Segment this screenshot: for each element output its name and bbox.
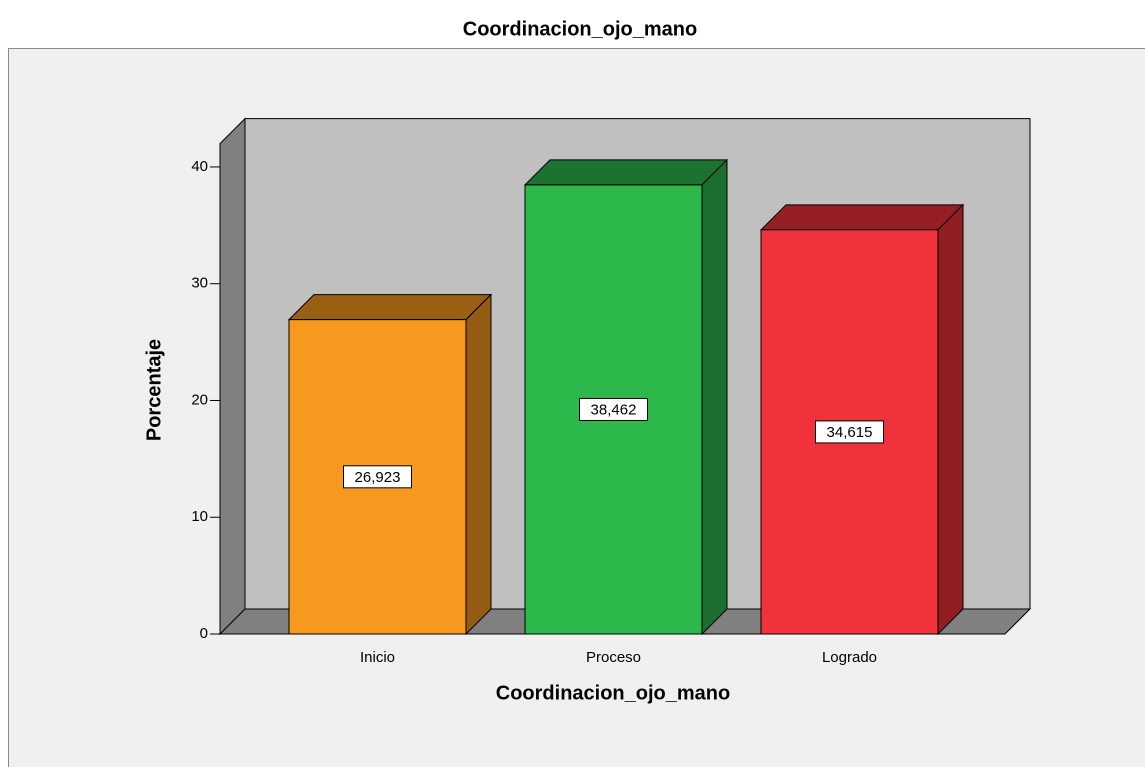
y-axis-title: Porcentaje xyxy=(143,339,165,441)
value-label-box xyxy=(579,397,648,421)
value-label: 34,615 xyxy=(827,424,873,441)
x-tick-label: Proceso xyxy=(586,649,641,666)
y-tick-label: 0 xyxy=(200,625,208,642)
y-tick-label: 10 xyxy=(191,508,208,525)
bar-side xyxy=(937,203,964,636)
value-label-box xyxy=(815,420,884,444)
value-label-box xyxy=(343,465,412,489)
bar-top xyxy=(287,294,493,321)
value-label: 38,462 xyxy=(591,401,637,418)
chart-title: Coordinacion_ojo_mano xyxy=(463,18,697,40)
x-axis-title: Coordinacion_ojo_mano xyxy=(496,682,730,704)
bar-top xyxy=(523,159,729,186)
x-tick-label: Logrado xyxy=(822,649,877,666)
x-tick-label: Inicio xyxy=(360,649,395,666)
left-wall xyxy=(219,117,246,636)
value-label: 26,923 xyxy=(355,469,401,486)
y-tick-label: 20 xyxy=(191,391,208,408)
bar-side xyxy=(465,293,492,636)
y-tick-label: 30 xyxy=(191,275,208,292)
bar-top xyxy=(759,204,965,231)
y-tick-label: 40 xyxy=(191,158,208,175)
bar-side xyxy=(701,158,728,636)
